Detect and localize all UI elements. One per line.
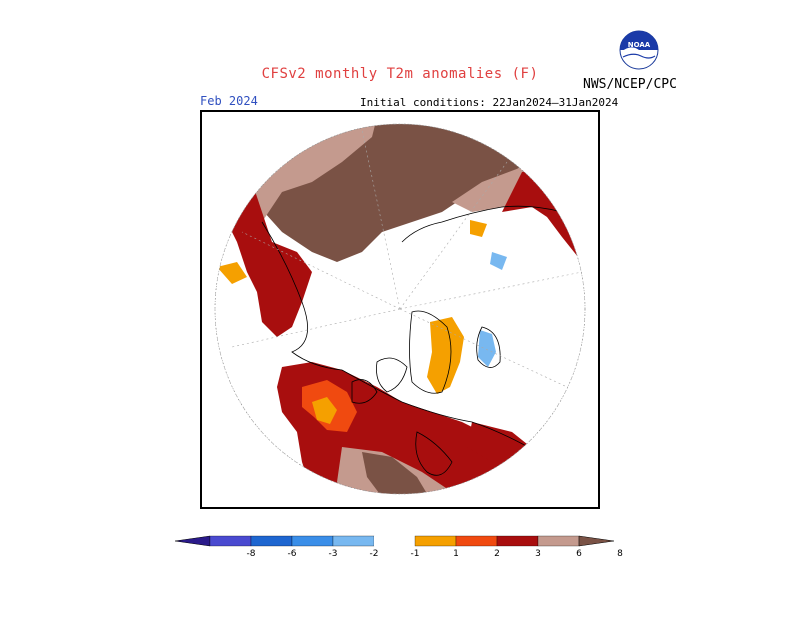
colorbar-tick-label: -3	[329, 549, 338, 559]
colorbar-tick-label: -2	[370, 549, 379, 559]
anomaly-region-west-orange	[217, 262, 247, 284]
colorbar-bin	[374, 536, 415, 546]
colorbar-bin	[332, 535, 375, 547]
colorbar-bin	[537, 535, 580, 547]
initial-conditions-label: Initial conditions: 22Jan2024–31Jan2024	[360, 96, 619, 109]
colorbar-tick-label: 8	[617, 549, 623, 559]
colorbar-bin	[209, 535, 252, 547]
colorbar-bin-max	[578, 535, 615, 547]
organization-label: NWS/NCEP/CPC	[583, 77, 677, 92]
polar-map	[214, 123, 586, 495]
colorbar-bin	[250, 535, 293, 547]
colorbar-bin	[291, 535, 334, 547]
colorbar-tick-label: 1	[453, 549, 459, 559]
anomaly-region-siberia-light	[242, 124, 377, 222]
colorbar-bin	[414, 535, 457, 547]
anomaly-region-canada-amber	[312, 397, 337, 424]
anomaly-region-europe-red	[222, 182, 312, 337]
colorbar-bins	[174, 535, 615, 547]
logo-text: NOAA	[628, 41, 651, 49]
anomaly-region-east-blue	[490, 252, 507, 270]
graticule	[214, 123, 586, 495]
colorbar-tick-label: 2	[494, 549, 500, 559]
map-edge	[214, 123, 586, 495]
anomaly-region-alaska-blue	[478, 330, 496, 367]
colorbar-bin-min	[174, 535, 211, 547]
colorbar-tick-label: -8	[247, 549, 256, 559]
anomaly-region-chukotka-amber	[427, 317, 464, 394]
colorbar-tick-label: -6	[288, 549, 297, 559]
colorbar: -8 -6 -3 -2 -1 1 2 3 6 8	[174, 535, 624, 559]
noaa-logo-icon: NOAA	[619, 30, 659, 70]
colorbar-tick-labels: -8 -6 -3 -2 -1 1 2 3 6 8	[247, 549, 624, 559]
colorbar-tick-label: -1	[411, 549, 420, 559]
anomaly-region-mongolia-orange	[470, 220, 487, 237]
colorbar-bin	[455, 535, 498, 547]
chart-title: CFSv2 monthly T2m anomalies (F)	[261, 66, 539, 82]
colorbar-tick-label: 6	[576, 549, 582, 559]
colorbar-tick-label: 3	[535, 549, 541, 559]
valid-month-label: Feb 2024	[200, 94, 258, 108]
colorbar-bin	[496, 535, 539, 547]
map-frame	[200, 110, 600, 509]
